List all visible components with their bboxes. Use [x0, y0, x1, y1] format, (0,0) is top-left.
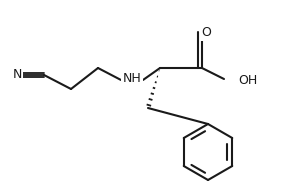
Text: N: N [12, 68, 22, 81]
Text: OH: OH [238, 74, 257, 87]
Text: O: O [201, 27, 211, 40]
Text: NH: NH [123, 72, 142, 85]
